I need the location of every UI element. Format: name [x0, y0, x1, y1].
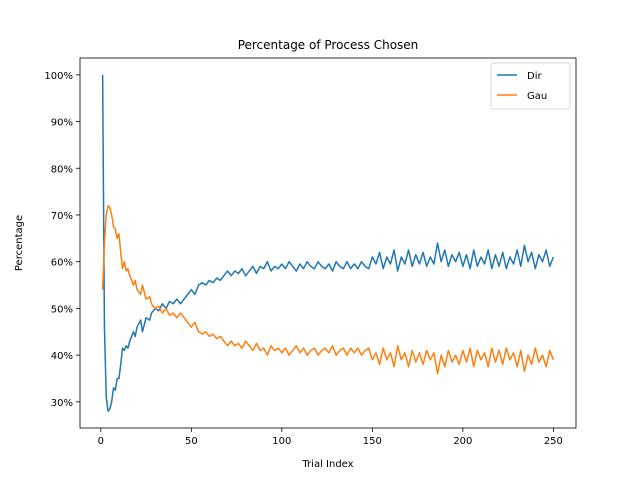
y-axis: 30% 40% 50% 60% 70% 80% 90% 100%: [44, 71, 80, 409]
y-tick-label: 100%: [44, 71, 73, 82]
legend-label-gau: Gau: [527, 91, 547, 102]
x-axis-label: Trial Index: [301, 459, 353, 470]
x-tick-label: 50: [185, 436, 198, 447]
series-line-dir: [101, 74, 555, 412]
legend-label-dir: Dir: [527, 71, 542, 82]
legend: Dir Gau: [490, 62, 571, 110]
y-tick-label: 50%: [51, 304, 73, 315]
series-line-gau: [101, 204, 555, 375]
series-group: [101, 74, 555, 412]
y-tick-label: 70%: [51, 211, 73, 222]
y-tick-label: 30%: [51, 398, 73, 409]
y-tick-label: 40%: [51, 351, 73, 362]
y-tick-label: 80%: [51, 164, 73, 175]
x-tick-label: 100: [272, 436, 291, 447]
x-axis: 0 50 100 150 200 250: [98, 428, 563, 447]
x-tick-label: 200: [453, 436, 472, 447]
x-tick-label: 150: [363, 436, 382, 447]
chart-title: Percentage of Process Chosen: [238, 38, 419, 52]
legend-box: [490, 62, 571, 110]
y-tick-label: 90%: [51, 118, 73, 129]
y-tick-label: 60%: [51, 258, 73, 269]
x-tick-label: 250: [544, 436, 563, 447]
x-tick-label: 0: [98, 436, 104, 447]
plot-frame: [79, 57, 577, 429]
y-axis-label: Percentage: [14, 215, 25, 271]
